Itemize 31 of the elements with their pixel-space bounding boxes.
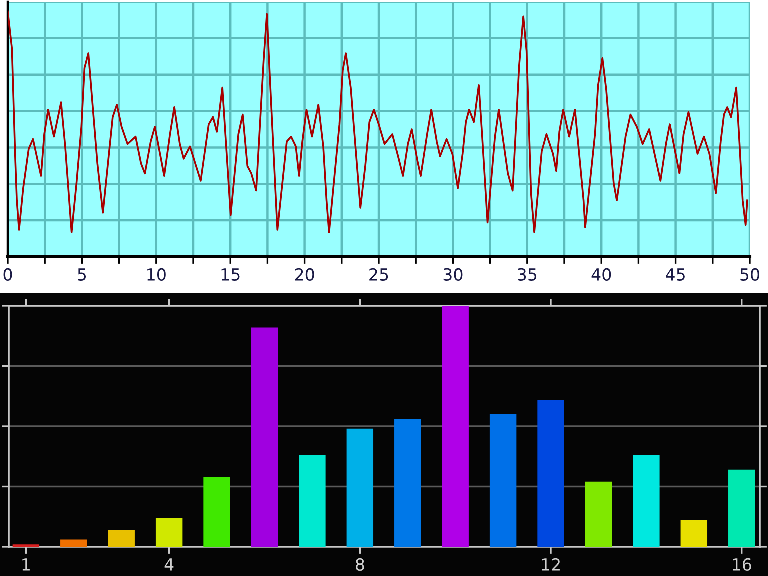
bar <box>299 455 326 547</box>
x-tick-label: 45 <box>666 268 685 282</box>
x-tick-label: 25 <box>370 268 388 282</box>
bar <box>728 470 756 547</box>
bar <box>346 428 374 547</box>
bar <box>251 328 278 547</box>
x-tick-label: 12 <box>542 558 560 571</box>
bar <box>394 419 422 547</box>
bar <box>156 518 183 547</box>
bar <box>538 400 564 547</box>
x-tick-label: 20 <box>295 268 314 282</box>
x-tick-label: 15 <box>222 268 240 282</box>
x-tick-label: 8 <box>356 558 364 572</box>
x-tick-label: 0 <box>4 268 12 282</box>
bar <box>108 530 135 547</box>
x-tick-label: 1 <box>22 558 30 571</box>
x-tick-label: 16 <box>733 558 752 572</box>
x-tick-label: 30 <box>444 268 463 282</box>
x-tick-label: 40 <box>592 268 612 282</box>
bar <box>680 520 708 547</box>
bar <box>585 482 612 547</box>
bar <box>204 477 230 547</box>
bar <box>60 540 88 547</box>
bar <box>490 414 517 547</box>
x-tick-label: 35 <box>518 268 537 282</box>
bar <box>633 455 660 547</box>
x-tick-label: 5 <box>78 268 86 282</box>
bar <box>442 306 469 547</box>
x-tick-label: 4 <box>164 558 174 571</box>
x-tick-label: 50 <box>740 268 760 282</box>
x-tick-label: 10 <box>148 268 166 282</box>
